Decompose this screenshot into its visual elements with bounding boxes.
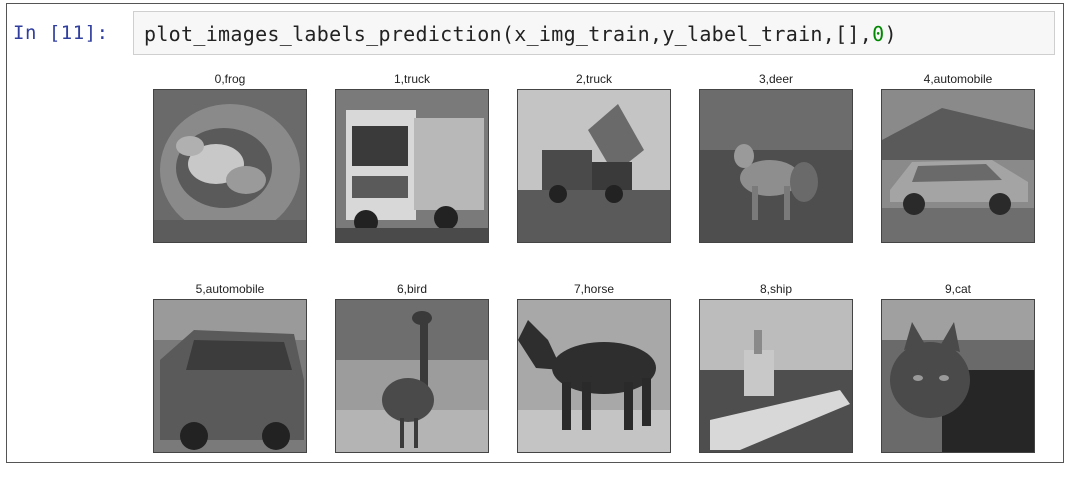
frog-image <box>153 89 307 243</box>
truck-image <box>335 89 489 243</box>
image-caption: 8,ship <box>759 282 793 296</box>
image-caption: 4,automobile <box>923 72 993 86</box>
notebook-cell: In [11]: plot_images_labels_prediction(x… <box>6 3 1064 463</box>
deer-image <box>699 89 853 243</box>
image-caption: 1,truck <box>393 72 430 86</box>
horse-image <box>517 299 671 453</box>
image-caption: 7,horse <box>573 282 615 296</box>
code-number-literal: 0 <box>872 22 885 46</box>
cell-prompt: In [11]: <box>13 22 109 44</box>
cat-image <box>881 299 1035 453</box>
image-caption: 6,bird <box>396 282 428 296</box>
code-close-paren: ) <box>884 22 897 46</box>
code-line: plot_images_labels_prediction(x_img_trai… <box>144 22 897 46</box>
image-caption: 5,automobile <box>195 282 265 296</box>
image-caption: 0,frog <box>214 72 246 86</box>
bird-image <box>335 299 489 453</box>
image-caption: 2,truck <box>575 72 612 86</box>
automobile-image <box>153 299 307 453</box>
image-caption: 3,deer <box>758 72 794 86</box>
code-input-area[interactable]: plot_images_labels_prediction(x_img_trai… <box>133 11 1055 55</box>
image-caption: 9,cat <box>944 282 971 296</box>
automobile-image <box>881 89 1035 243</box>
code-text: plot_images_labels_prediction(x_img_trai… <box>144 22 873 46</box>
truck-image <box>517 89 671 243</box>
ship-image <box>699 299 853 453</box>
